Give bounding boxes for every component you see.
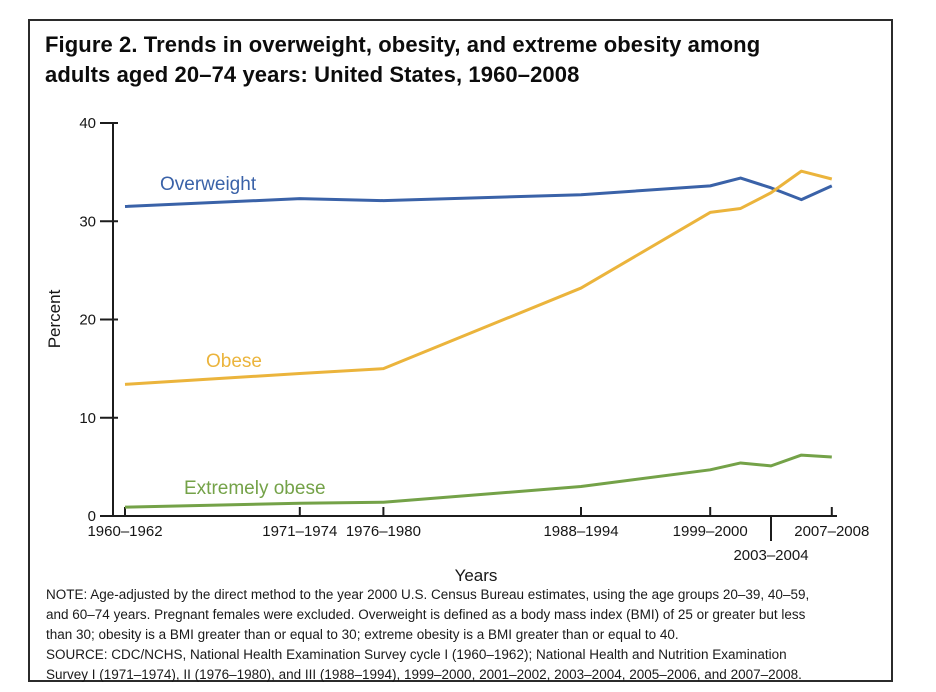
figure-title-line2: adults aged 20–74 years: United States, … [45,62,580,87]
note-line: SOURCE: CDC/NCHS, National Health Examin… [46,647,787,662]
y-tick-label: 10 [79,410,96,427]
y-tick-label: 40 [79,115,96,132]
series-label-extremely-obese: Extremely obese [184,478,326,499]
figure-title: Figure 2. Trends in overweight, obesity,… [45,30,760,90]
series-line-obese [124,169,833,386]
y-tick-label: 20 [79,312,96,329]
y-tick-label: 0 [88,508,96,525]
x-tick-label: 1999–2000 [673,523,748,540]
x-tick-label: 1988–1994 [543,523,618,540]
figure-title-line1: Figure 2. Trends in overweight, obesity,… [45,32,761,57]
note-line: Survey I (1971–1974), II (1976–1980), an… [46,667,802,682]
series-line-overweight [124,176,833,209]
x-tick-label: 1971–1974 [262,523,337,540]
x-tick-label: 2007–2008 [794,523,869,540]
y-axis-title: Percent [45,289,64,348]
figure-frame [28,19,893,682]
note-line: than 30; obesity is a BMI greater than o… [46,627,679,642]
y-tick-label: 30 [79,213,96,230]
note-source-text: NOTE: Age-adjusted by the direct method … [46,585,809,685]
x-axis-title: Years [455,566,498,585]
note-line: NOTE: Age-adjusted by the direct method … [46,587,810,602]
note-line: and 60–74 years. Pregnant females were e… [46,607,806,622]
x-tick-label: 1976–1980 [346,523,421,540]
x-tick-label-row2: 2003–2004 [733,547,808,564]
x-tick-label: 1960–1962 [87,523,162,540]
series-line-extremely-obese [124,453,832,509]
series-label-obese: Obese [206,351,262,372]
series-label-overweight: Overweight [160,174,257,195]
